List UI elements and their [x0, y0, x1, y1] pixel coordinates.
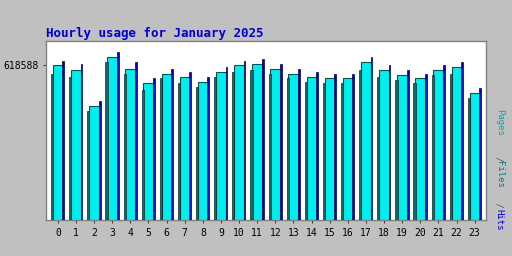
- Bar: [270, 69, 280, 220]
- Bar: [117, 52, 119, 220]
- Bar: [452, 67, 461, 220]
- Bar: [433, 70, 443, 220]
- Bar: [379, 70, 389, 220]
- Text: Files: Files: [495, 161, 504, 187]
- Bar: [479, 88, 481, 220]
- Bar: [450, 73, 452, 220]
- Text: Pages: Pages: [495, 110, 504, 136]
- Bar: [250, 70, 252, 220]
- Bar: [216, 72, 226, 220]
- Bar: [244, 60, 245, 220]
- Bar: [395, 80, 397, 220]
- Bar: [280, 64, 282, 220]
- Bar: [214, 77, 216, 220]
- Bar: [389, 65, 391, 220]
- Bar: [407, 70, 409, 220]
- Bar: [226, 67, 227, 220]
- Bar: [461, 62, 463, 220]
- Bar: [143, 83, 154, 220]
- Bar: [153, 78, 155, 220]
- Bar: [307, 77, 316, 220]
- Bar: [298, 69, 300, 220]
- Bar: [341, 83, 343, 220]
- Bar: [268, 73, 271, 220]
- Bar: [425, 73, 426, 220]
- Bar: [323, 83, 325, 220]
- Bar: [468, 98, 470, 220]
- Bar: [88, 111, 90, 220]
- Bar: [414, 83, 416, 220]
- Bar: [234, 65, 244, 220]
- Bar: [252, 64, 262, 220]
- Bar: [105, 62, 108, 220]
- Bar: [69, 77, 71, 220]
- Bar: [397, 75, 407, 220]
- Text: Hourly usage for January 2025: Hourly usage for January 2025: [46, 27, 264, 40]
- Bar: [262, 59, 264, 220]
- Bar: [232, 72, 234, 220]
- Bar: [432, 75, 434, 220]
- Bar: [371, 57, 372, 220]
- Bar: [178, 83, 180, 220]
- Text: /: /: [495, 197, 504, 213]
- Bar: [334, 73, 336, 220]
- Bar: [189, 72, 191, 220]
- Text: Hits: Hits: [495, 209, 504, 231]
- Bar: [62, 60, 65, 220]
- Bar: [470, 93, 480, 220]
- Bar: [180, 77, 189, 220]
- Bar: [142, 90, 144, 220]
- Bar: [325, 78, 335, 220]
- Bar: [71, 70, 81, 220]
- Bar: [352, 73, 354, 220]
- Bar: [359, 70, 361, 220]
- Bar: [107, 57, 117, 220]
- Bar: [171, 69, 173, 220]
- Bar: [415, 78, 425, 220]
- Bar: [162, 73, 172, 220]
- Bar: [99, 101, 100, 220]
- Bar: [207, 77, 209, 220]
- Bar: [53, 65, 63, 220]
- Bar: [287, 78, 289, 220]
- Text: /: /: [495, 151, 504, 167]
- Bar: [160, 78, 162, 220]
- Bar: [123, 73, 126, 220]
- Bar: [343, 78, 353, 220]
- Bar: [361, 62, 371, 220]
- Bar: [288, 73, 298, 220]
- Bar: [305, 82, 307, 220]
- Bar: [89, 106, 99, 220]
- Bar: [51, 73, 53, 220]
- Bar: [443, 65, 445, 220]
- Bar: [125, 69, 135, 220]
- Bar: [196, 87, 198, 220]
- Bar: [135, 62, 137, 220]
- Bar: [80, 64, 82, 220]
- Bar: [377, 77, 379, 220]
- Bar: [198, 82, 208, 220]
- Bar: [316, 72, 318, 220]
